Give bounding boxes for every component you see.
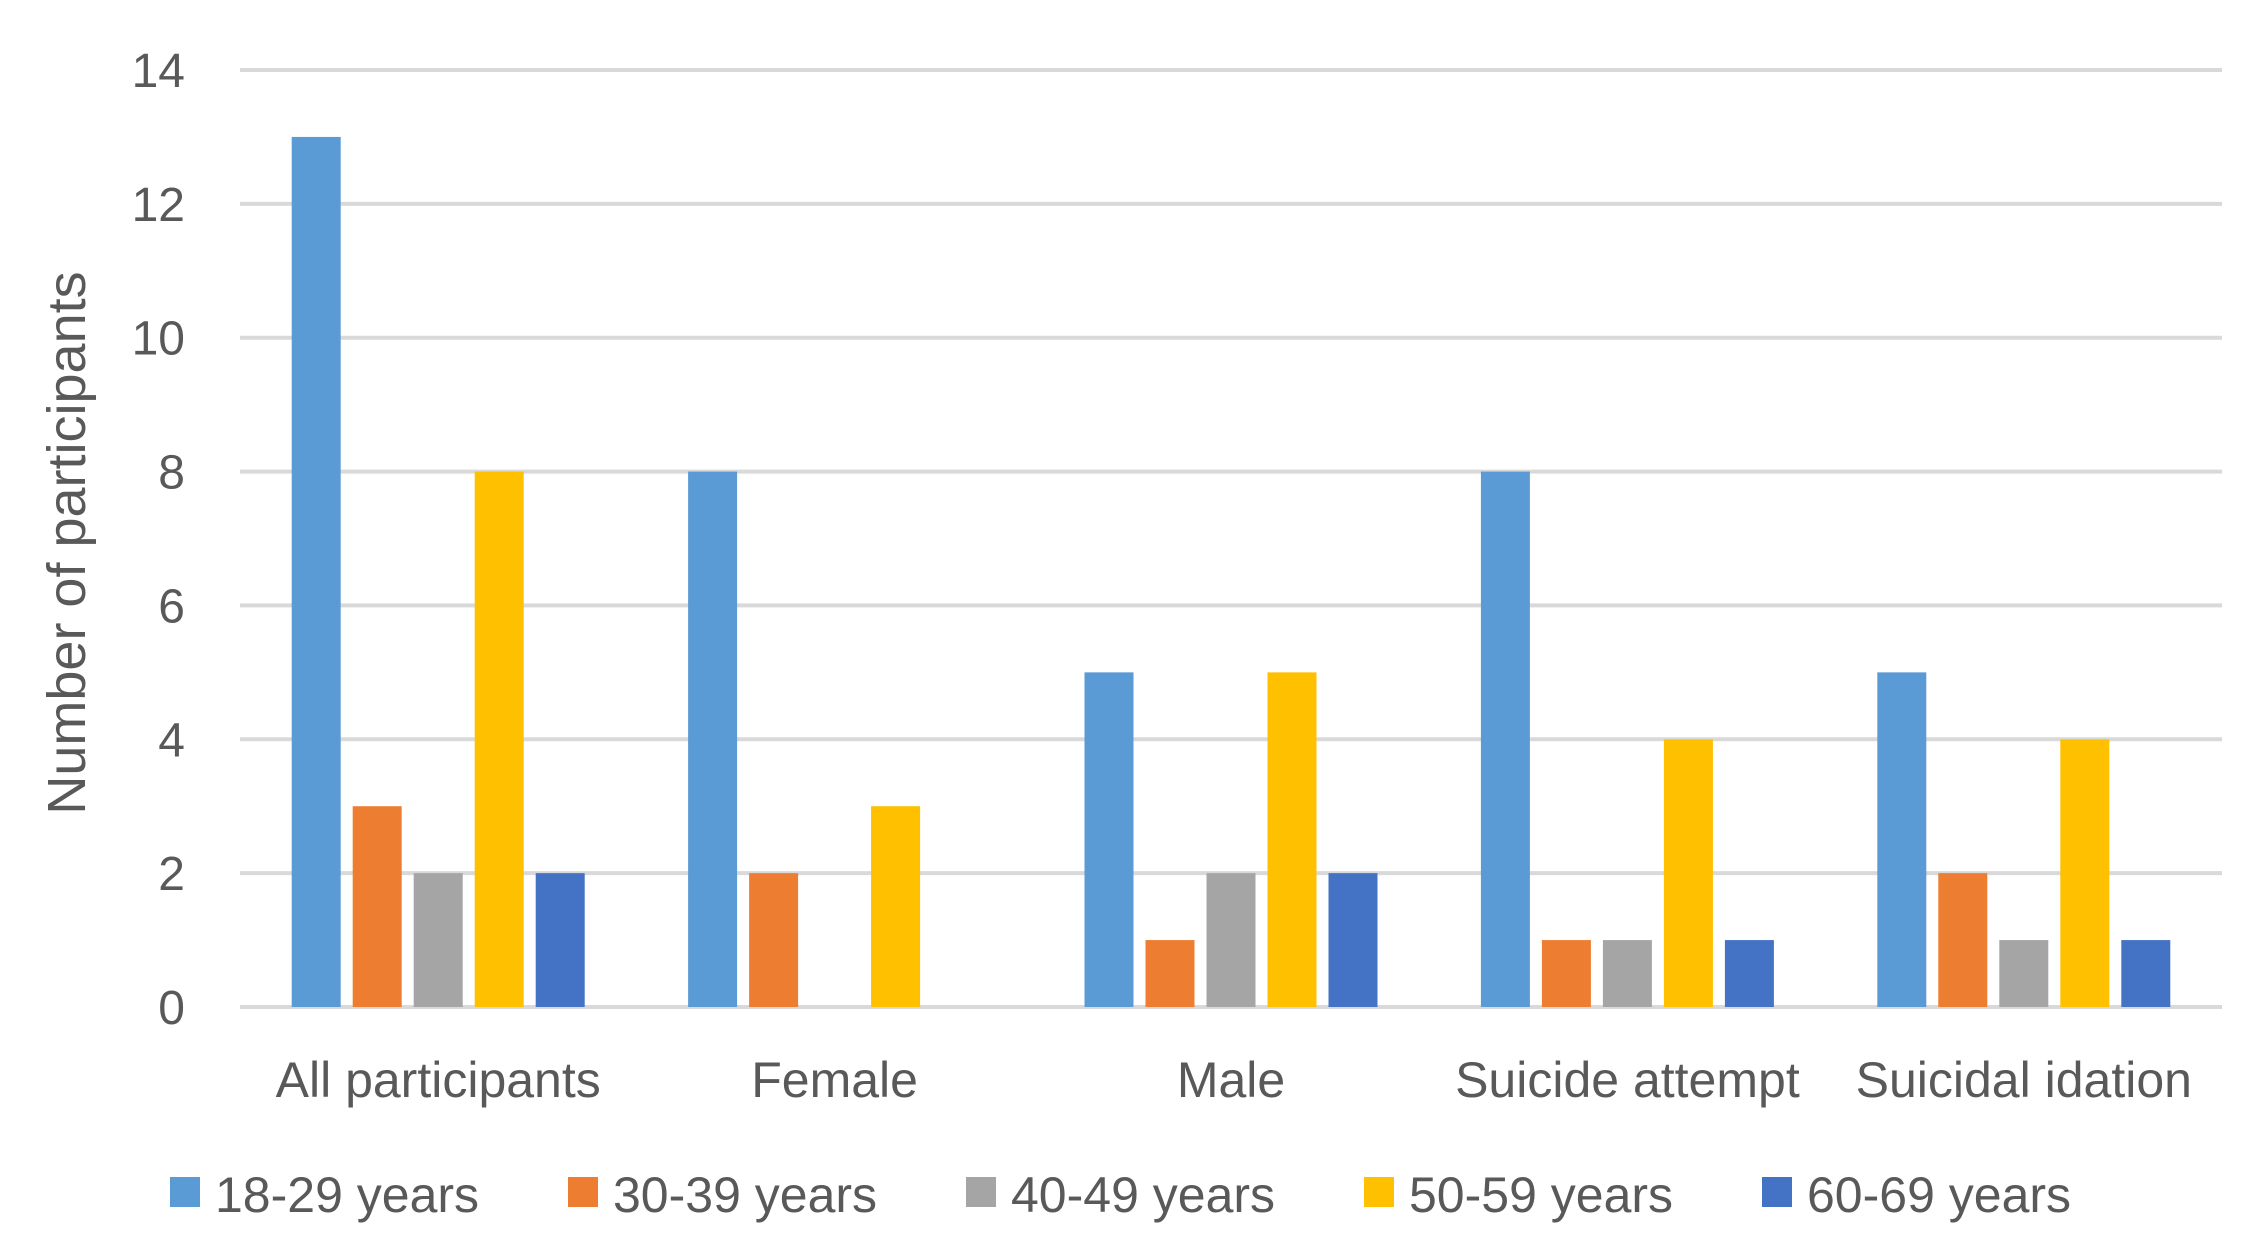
- legend: 18-29 years 30-39 years 40-49 years 50-59 y…: [170, 1167, 2071, 1223]
- legend-label: 18-29 years: [215, 1167, 479, 1223]
- legend-label: 60-69 years: [1807, 1167, 2071, 1223]
- legend-swatch: [1364, 1177, 1394, 1207]
- x-axis-categories: All participants Female Male Suicide attemp…: [276, 1052, 2192, 1108]
- legend-swatch: [1762, 1177, 1792, 1207]
- legend-swatch: [568, 1177, 598, 1207]
- x-category-label: Suicide attempt: [1455, 1052, 1800, 1108]
- y-tick-label: 10: [132, 313, 185, 366]
- bar: [1877, 672, 1927, 1007]
- y-tick-label: 8: [158, 447, 185, 500]
- bar: [688, 471, 738, 1008]
- bar: [1602, 940, 1652, 1007]
- legend-label: 50-59 years: [1409, 1167, 1673, 1223]
- legend-swatch: [966, 1177, 996, 1207]
- x-category-label: Suicidal idation: [1856, 1052, 2192, 1108]
- bar: [871, 806, 921, 1007]
- y-tick-label: 14: [132, 45, 185, 98]
- bars: [291, 136, 2171, 1008]
- y-tick-label: 6: [158, 580, 185, 633]
- y-axis-title: Number of participants: [37, 271, 97, 814]
- x-category-label: Female: [751, 1052, 918, 1108]
- y-tick-label: 2: [158, 848, 185, 901]
- bar: [1999, 940, 2049, 1007]
- x-category-label: Male: [1177, 1052, 1285, 1108]
- legend-label: 40-49 years: [1011, 1167, 1275, 1223]
- x-category-label: All participants: [276, 1052, 601, 1108]
- y-axis-ticks: 0 2 4 6 8 10 12 14: [132, 45, 185, 1035]
- bar: [1267, 672, 1317, 1007]
- bar: [2121, 940, 2171, 1007]
- bar: [474, 471, 524, 1008]
- bar: [1084, 672, 1134, 1007]
- bar: [413, 873, 463, 1007]
- bar: [1206, 873, 1256, 1007]
- y-tick-label: 4: [158, 714, 185, 767]
- bar: [1145, 940, 1195, 1007]
- bar: [535, 873, 585, 1007]
- y-tick-label: 0: [158, 982, 185, 1035]
- bar: [1328, 873, 1378, 1007]
- bar: [352, 806, 402, 1007]
- legend-label: 30-39 years: [613, 1167, 877, 1223]
- bar: [1663, 739, 1713, 1007]
- bar: [1541, 940, 1591, 1007]
- bar: [2060, 739, 2110, 1007]
- bar: [1938, 873, 1988, 1007]
- bar: [749, 873, 799, 1007]
- bar: [1480, 471, 1530, 1008]
- bar: [291, 136, 341, 1007]
- y-tick-label: 12: [132, 179, 185, 232]
- bar: [1724, 940, 1774, 1007]
- legend-swatch: [170, 1177, 200, 1207]
